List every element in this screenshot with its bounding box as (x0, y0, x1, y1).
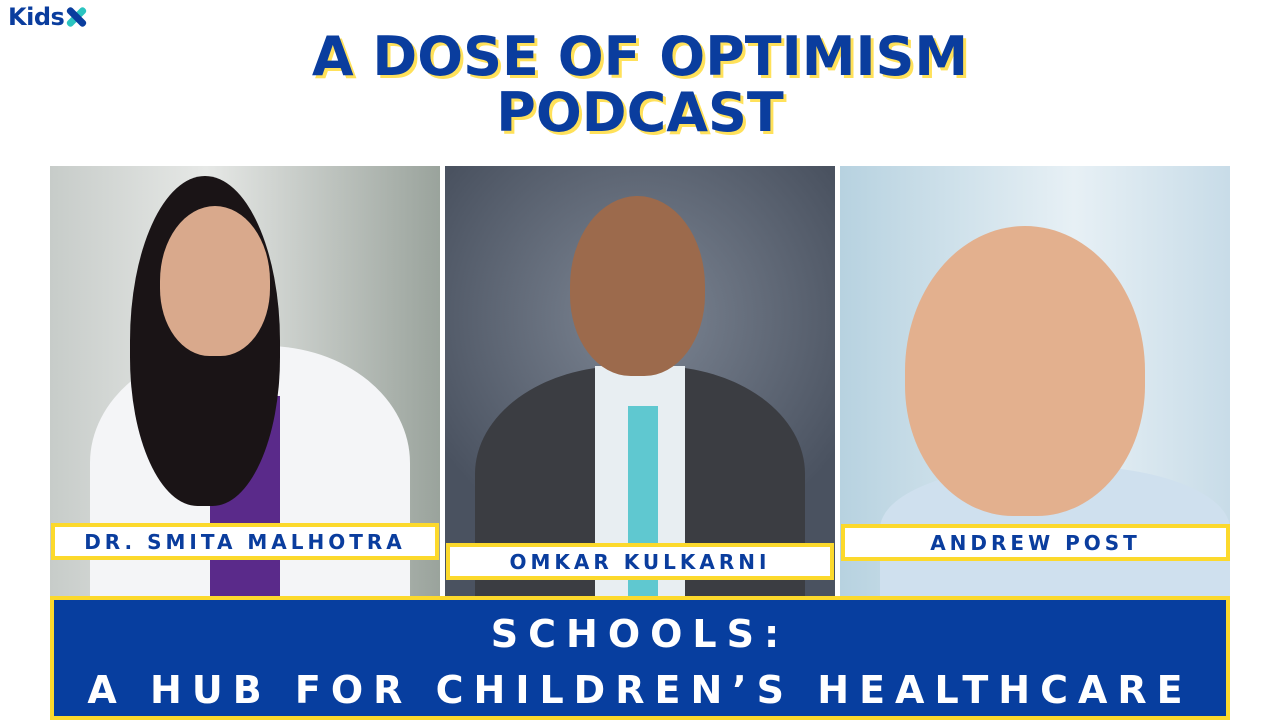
episode-title-banner: SCHOOLS: A HUB FOR CHILDREN’S HEALTHCARE (50, 596, 1230, 720)
guest-photo-omkar-kulkarni (445, 166, 835, 597)
logo-text: Kids (8, 3, 65, 31)
guest-name-label: OMKAR KULKARNI (446, 543, 834, 580)
kidsx-logo: Kids (8, 3, 87, 31)
bandage-x-icon (65, 6, 87, 28)
guest-photo-andrew-post (840, 166, 1230, 597)
podcast-title: A DOSE OF OPTIMISM (311, 25, 969, 88)
episode-title-line1: SCHOOLS: (490, 612, 790, 656)
guest-name-label: ANDREW POST (841, 524, 1230, 561)
podcast-subtitle: PODCAST (496, 81, 784, 144)
episode-title-line2: A HUB FOR CHILDREN’S HEALTHCARE (87, 668, 1193, 712)
guest-photo-smita-malhotra (50, 166, 440, 597)
guest-name-label: DR. SMITA MALHOTRA (51, 523, 439, 560)
